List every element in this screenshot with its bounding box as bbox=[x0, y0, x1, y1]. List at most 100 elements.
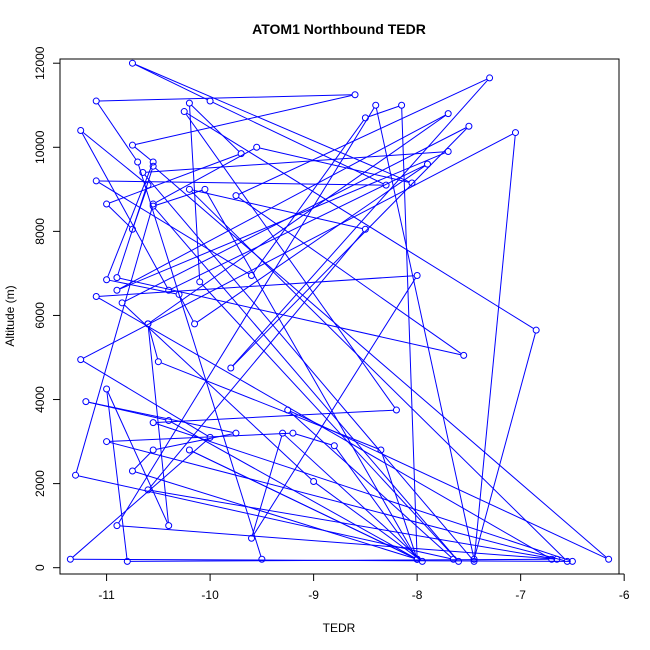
data-point bbox=[548, 555, 556, 563]
data-point bbox=[92, 293, 100, 301]
data-point bbox=[103, 385, 111, 393]
series-segment bbox=[180, 296, 194, 322]
data-point bbox=[486, 74, 494, 82]
x-tick-label: -6 bbox=[619, 588, 630, 602]
series-segment bbox=[73, 558, 570, 562]
data-point bbox=[413, 555, 421, 563]
y-tick-label: 8000 bbox=[33, 218, 47, 245]
data-point bbox=[206, 433, 214, 441]
data-point bbox=[444, 147, 452, 155]
data-point bbox=[149, 162, 157, 170]
data-point bbox=[134, 158, 142, 166]
data-point bbox=[423, 160, 431, 168]
data-point bbox=[92, 97, 100, 105]
series-segment bbox=[135, 471, 415, 559]
data-point bbox=[113, 522, 121, 530]
data-point bbox=[248, 272, 256, 280]
series-segment bbox=[124, 127, 467, 302]
series-segment bbox=[107, 391, 168, 524]
y-axis: 0 2000 4000 6000 8000 10000 12000 bbox=[33, 46, 61, 571]
series-segment bbox=[83, 133, 514, 359]
series-segment bbox=[238, 78, 488, 195]
series-segment bbox=[134, 451, 152, 470]
data-point bbox=[449, 555, 457, 563]
data-point bbox=[470, 557, 478, 565]
series-segment bbox=[171, 421, 415, 559]
data-point bbox=[128, 467, 136, 475]
data-point bbox=[227, 364, 235, 372]
x-tick-label: -10 bbox=[201, 588, 219, 602]
data-point bbox=[66, 555, 74, 563]
series-segment bbox=[160, 362, 379, 450]
series-segment bbox=[88, 401, 166, 421]
series-segment bbox=[232, 79, 488, 367]
series-segment bbox=[97, 103, 137, 160]
series-segment bbox=[119, 277, 461, 356]
series-segment bbox=[473, 135, 516, 559]
data-point bbox=[149, 419, 157, 427]
x-axis: -11 -10 -9 -8 -7 -6 bbox=[98, 573, 630, 602]
series-segment bbox=[191, 104, 240, 152]
series-segment bbox=[252, 277, 416, 536]
data-point bbox=[196, 278, 204, 286]
series-segment bbox=[119, 525, 554, 560]
series-segment bbox=[145, 151, 446, 173]
data-point bbox=[253, 143, 261, 151]
series-segment bbox=[99, 180, 384, 186]
data-point bbox=[361, 225, 369, 233]
data-point bbox=[175, 290, 183, 298]
series-segment bbox=[185, 113, 396, 408]
data-point bbox=[377, 446, 385, 454]
data-point bbox=[408, 179, 416, 187]
series-segment bbox=[212, 101, 384, 185]
chart-title: ATOM1 Northbound TEDR bbox=[252, 21, 426, 37]
data-point bbox=[392, 406, 400, 414]
data-point bbox=[232, 192, 240, 200]
series-segment bbox=[83, 360, 208, 437]
data-point bbox=[568, 557, 576, 565]
data-point bbox=[165, 417, 173, 425]
data-point bbox=[351, 91, 359, 99]
data-point bbox=[92, 177, 100, 185]
series-segment bbox=[106, 391, 128, 559]
series-lines bbox=[72, 63, 607, 562]
plot-frame bbox=[59, 58, 620, 575]
y-tick-label: 12000 bbox=[33, 46, 47, 80]
series-segment bbox=[99, 94, 353, 102]
data-point bbox=[118, 299, 126, 307]
data-point bbox=[77, 356, 85, 364]
data-point bbox=[330, 442, 338, 450]
series-segment bbox=[149, 231, 364, 488]
data-point bbox=[144, 320, 152, 328]
x-tick-label: -11 bbox=[98, 588, 115, 602]
series-segment bbox=[196, 165, 426, 323]
series-segment bbox=[119, 114, 446, 290]
x-tick-label: -9 bbox=[308, 588, 319, 602]
data-point bbox=[128, 59, 136, 67]
series-segment bbox=[75, 206, 153, 473]
data-point bbox=[72, 471, 80, 479]
data-point bbox=[563, 557, 571, 565]
data-point bbox=[144, 181, 152, 189]
series-segment bbox=[155, 423, 570, 561]
data-point bbox=[284, 406, 292, 414]
series-segment bbox=[156, 433, 234, 450]
data-point bbox=[310, 478, 318, 486]
data-point bbox=[180, 108, 188, 116]
series-segment bbox=[335, 447, 416, 558]
series-segment bbox=[290, 410, 607, 559]
data-point bbox=[103, 200, 111, 208]
series-segment bbox=[368, 105, 399, 118]
series-segment bbox=[81, 132, 168, 288]
data-point bbox=[154, 358, 162, 366]
y-tick-label: 0 bbox=[33, 564, 47, 571]
x-tick-label: -7 bbox=[515, 588, 526, 602]
series-segment bbox=[284, 434, 421, 560]
series-segment bbox=[135, 94, 353, 146]
data-point bbox=[413, 272, 421, 280]
series-segment bbox=[138, 164, 262, 557]
series-points bbox=[66, 59, 613, 565]
series-segment bbox=[381, 452, 417, 557]
series-segment bbox=[252, 119, 365, 274]
